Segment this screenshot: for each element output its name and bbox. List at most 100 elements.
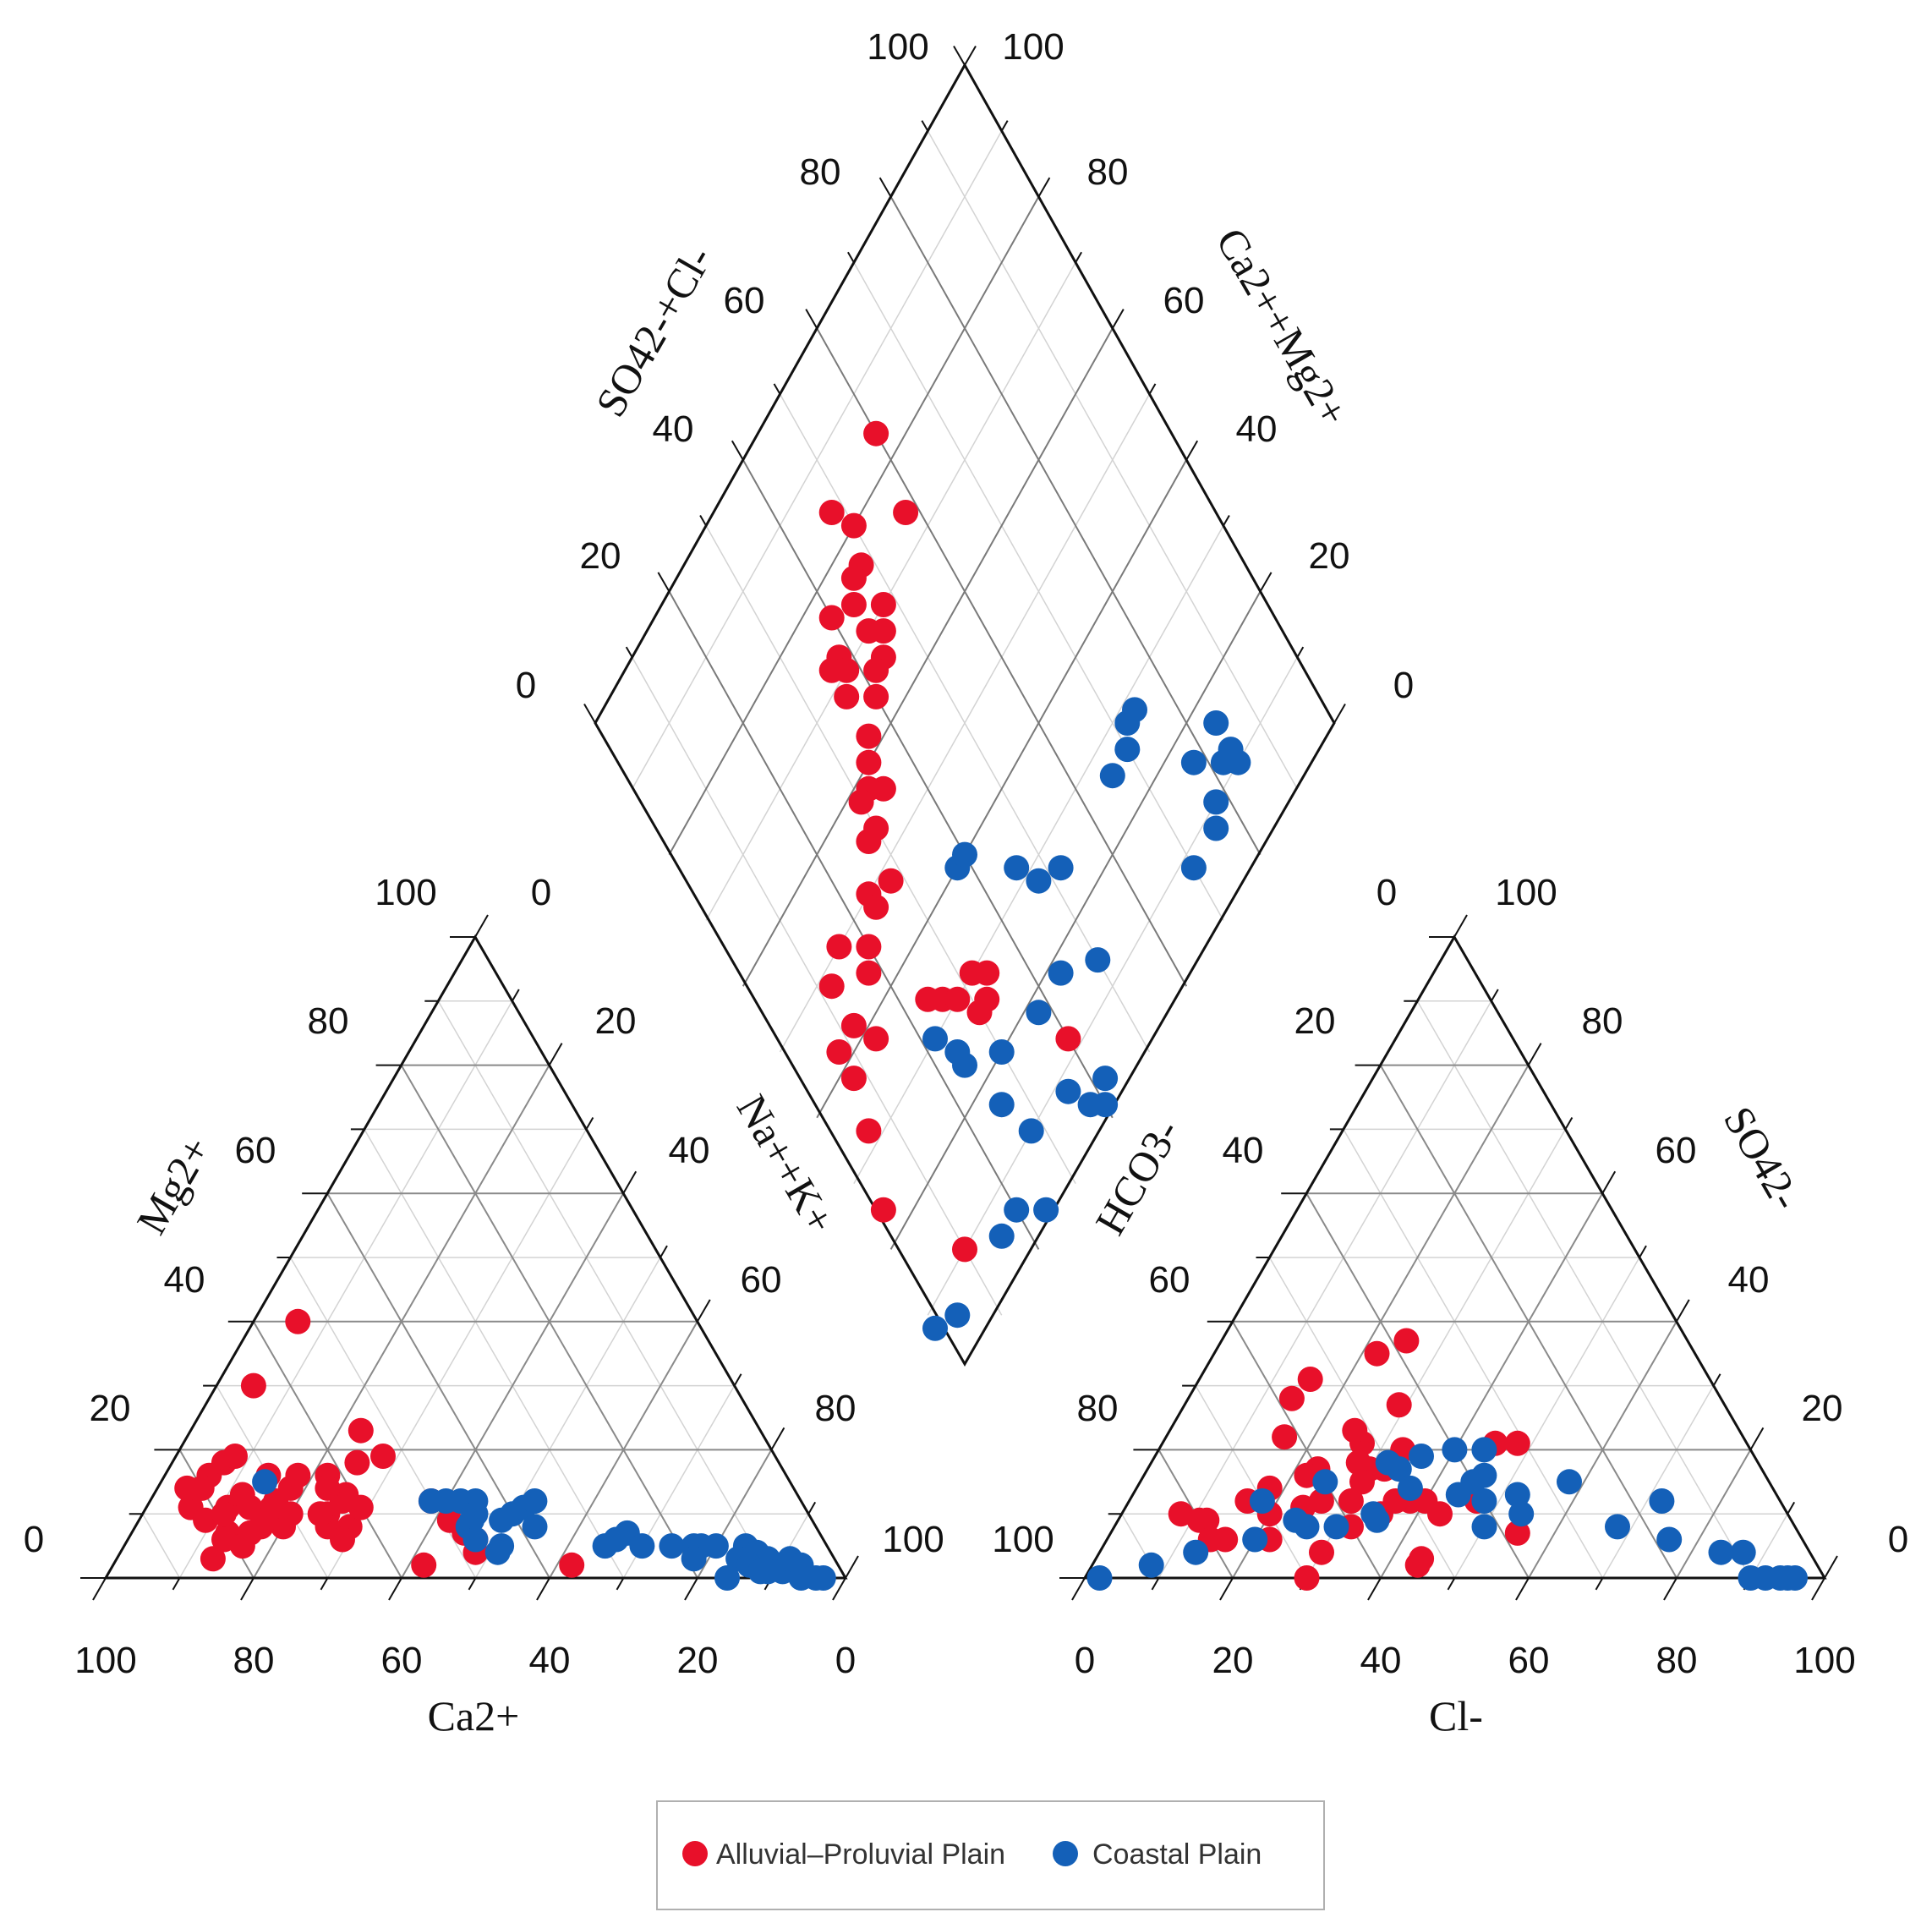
anion-data-point (1338, 1488, 1364, 1514)
anion-right-tick (1712, 1373, 1721, 1387)
legend: Alluvial–Proluvial Plain Coastal Plain (656, 1800, 1325, 1910)
diamond-left-tick (805, 309, 818, 329)
anion-grid-line (1601, 1385, 1715, 1579)
diamond-data-point (952, 841, 977, 868)
cation-left-tick-label: 0 (24, 1519, 44, 1560)
anion-data-point (1272, 1424, 1298, 1450)
diamond-right-tick (1185, 440, 1199, 461)
legend-label-coastal: Coastal Plain (1092, 1838, 1262, 1871)
anion-data-point (1364, 1507, 1390, 1533)
anion-data-point (1086, 1565, 1113, 1591)
diamond-data-point (856, 1118, 882, 1144)
diamond-data-point (856, 749, 882, 775)
anion-data-point (1194, 1507, 1220, 1533)
anion-data-point (1364, 1340, 1390, 1367)
diamond-data-point (1055, 1026, 1081, 1052)
anion-data-point (1297, 1367, 1323, 1392)
legend-marker-alluvial (682, 1841, 708, 1866)
anion-bottom-tick (1595, 1577, 1604, 1591)
diamond-data-point (952, 1236, 977, 1263)
diamond-data-point (988, 1092, 1015, 1118)
diamond-left-tick-label: 40 (653, 408, 694, 450)
cation-data-point (222, 1444, 248, 1469)
cation-right-tick (733, 1373, 742, 1387)
diamond-major-grid-line (816, 459, 1188, 1119)
diamond-left-tick-label: 100 (867, 26, 928, 68)
diamond-data-point (1085, 947, 1111, 973)
anion-data-point (1397, 1475, 1423, 1501)
cation-data-point (411, 1552, 437, 1578)
diamond-right-tick (1037, 177, 1051, 198)
anion-bottom-tick (1151, 1577, 1160, 1591)
anion-major-grid-line (1379, 1065, 1678, 1579)
diamond-data-point (1033, 1197, 1059, 1223)
diamond-data-point (944, 1302, 971, 1329)
diamond-data-point (840, 512, 867, 539)
anion-data-point (1442, 1437, 1468, 1463)
diamond-right-tick (1000, 120, 1009, 132)
diamond-data-point (818, 973, 845, 1000)
anion-left-tick-label: 100 (992, 1519, 1054, 1560)
diamond-right-tick (1148, 383, 1157, 395)
cation-data-point (810, 1565, 836, 1591)
diamond-right-axis-title: Ca2++Mg2+ (1207, 220, 1358, 434)
diamond-left-tick-label: 60 (724, 280, 765, 321)
diamond-major-grid-line (889, 590, 1262, 1250)
diamond-data-point (870, 1197, 896, 1223)
anion-data-point (1504, 1520, 1530, 1546)
cation-data-point (348, 1494, 374, 1520)
diamond-grid-line (927, 130, 1298, 790)
anion-data-point (1294, 1565, 1320, 1591)
cation-right-tick (585, 1117, 594, 1130)
cation-grid-line (178, 1000, 513, 1579)
cation-bottom-tick (240, 1577, 254, 1601)
cation-data-point (703, 1533, 729, 1559)
cation-right-tick (474, 914, 489, 938)
anion-bottom-tick (1811, 1577, 1825, 1601)
diamond-major-grid-line (889, 196, 1262, 856)
diamond-data-point (1092, 1066, 1119, 1092)
diamond-right-tick (1111, 309, 1125, 329)
anion-bottom-tick (1447, 1577, 1456, 1591)
diamond-left-tick (921, 120, 929, 132)
diamond-major-grid-line (668, 590, 1040, 1250)
diamond-data-point (1203, 710, 1229, 736)
diamond-right-tick-label: 0 (1393, 665, 1414, 706)
cation-data-point (240, 1372, 266, 1399)
diamond-data-point (988, 1223, 1015, 1249)
cation-right-tick (770, 1427, 785, 1450)
anion-data-point (1649, 1488, 1675, 1514)
cation-bottom-tick-label: 100 (74, 1640, 136, 1681)
grid-layer (142, 130, 1788, 1579)
diamond-left-tick (773, 383, 781, 395)
anion-data-point (1471, 1514, 1497, 1540)
diamond-data-point (856, 723, 882, 749)
cation-data-point (659, 1533, 685, 1559)
anion-right-tick (1490, 989, 1499, 1002)
diamond-data-point (878, 868, 904, 894)
cation-right-tick (807, 1501, 817, 1515)
cation-data-point (315, 1475, 341, 1501)
cation-major-grid-line (400, 1065, 698, 1579)
diamond-data-point (856, 829, 882, 854)
diamond-data-point (944, 986, 971, 1012)
anion-left-tick-label: 60 (1149, 1259, 1190, 1301)
anion-major-grid-line (1380, 1192, 1604, 1579)
anion-data-point (1427, 1501, 1453, 1527)
anion-data-point (1471, 1462, 1497, 1488)
cation-bottom-tick-label: 60 (381, 1640, 423, 1681)
diamond-major-grid-line (742, 327, 1114, 987)
diamond-data-point (863, 1026, 889, 1052)
anion-data-point (1605, 1514, 1630, 1540)
diamond-right-tick-label: 60 (1163, 280, 1205, 321)
diamond-data-point (1203, 815, 1229, 841)
cation-data-point (344, 1449, 370, 1476)
cation-right-tick-label: 40 (669, 1130, 710, 1171)
diamond-data-point (1203, 789, 1229, 815)
cation-bottom-tick-label: 40 (529, 1640, 571, 1681)
cation-major-grid-line (252, 1321, 402, 1579)
diamond-data-point (840, 1066, 867, 1092)
diamond-right-tick (964, 45, 977, 66)
anion-bottom-tick-label: 80 (1656, 1640, 1698, 1681)
cation-bottom-tick (92, 1577, 107, 1601)
